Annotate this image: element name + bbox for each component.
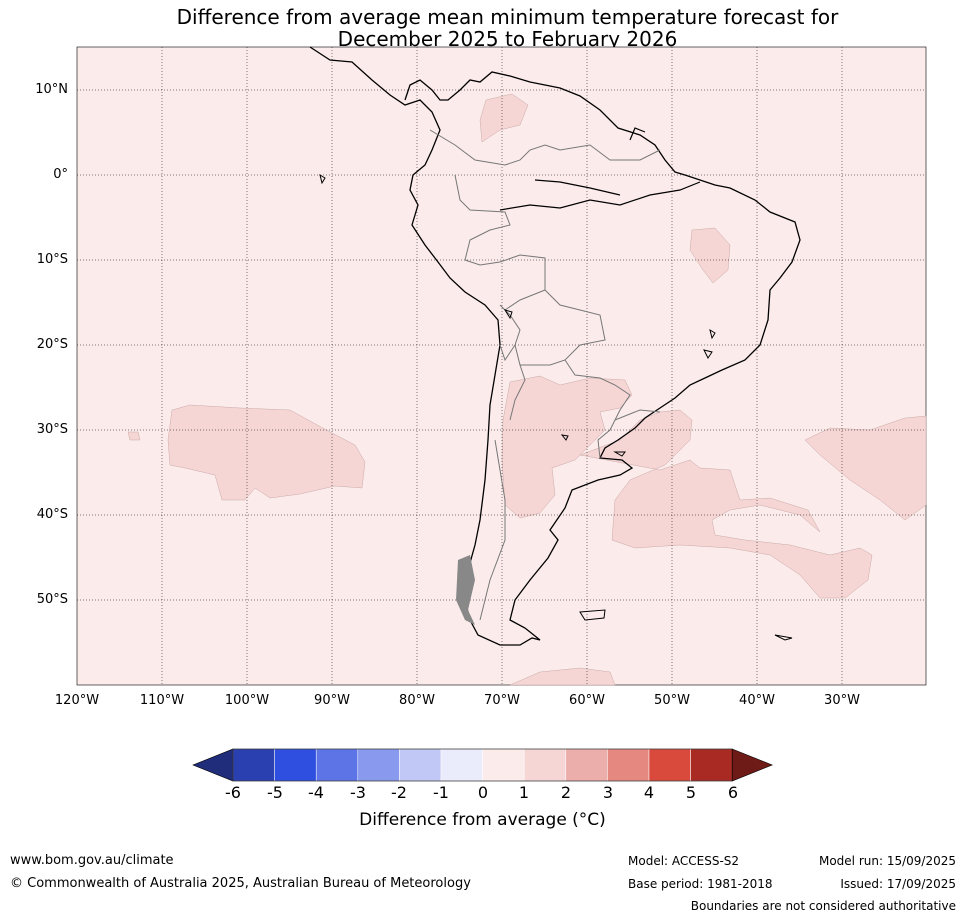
colorbar-tick: 0 — [477, 783, 489, 802]
colorbar-segment — [274, 748, 317, 782]
map-title-line1: Difference from average mean minimum tem… — [176, 5, 839, 29]
colorbar-segment — [690, 748, 733, 782]
lat-label-10s: 10°S — [36, 252, 68, 267]
lat-label-40s: 40°S — [36, 507, 68, 522]
colorbar-extend-low — [192, 748, 234, 782]
footer-model: Model: ACCESS-S2 — [628, 854, 740, 868]
anomaly-region-south-atlantic — [804, 415, 927, 521]
colorbar-segment — [565, 748, 608, 782]
islands-and-lakes — [319, 173, 793, 641]
anomaly-region-venezuela — [479, 93, 529, 143]
colorbar-tick: 1 — [518, 783, 530, 802]
colorbar-segment — [357, 748, 400, 782]
lon-label-110w: 110°W — [139, 693, 185, 708]
colorbar-tick: 6 — [727, 783, 739, 802]
lon-label-40w: 40°W — [739, 693, 775, 708]
colorbar-segment — [232, 748, 275, 782]
colorbar-outline — [232, 748, 733, 782]
lon-label-70w: 70°W — [484, 693, 520, 708]
map-background — [76, 46, 927, 686]
lon-label-50w: 50°W — [654, 693, 690, 708]
south-america-coastline — [309, 46, 801, 646]
colorbar-tick: -4 — [308, 783, 324, 802]
gridlines — [77, 47, 926, 685]
colorbar-segment — [399, 748, 442, 782]
colorbar — [192, 748, 774, 782]
colorbar-tick: -5 — [267, 783, 283, 802]
lat-label-10n: 10°N — [35, 82, 68, 97]
colorbar-tick: 2 — [560, 783, 572, 802]
footer-issued: Issued: 17/09/2025 — [840, 877, 956, 891]
colorbar-segment — [482, 748, 525, 782]
lon-label-120w: 120°W — [54, 693, 100, 708]
lat-label-30s: 30°S — [36, 422, 68, 437]
footer-website: www.bom.gov.au/climate — [10, 853, 174, 868]
country-borders — [429, 129, 661, 621]
footer-model-run: Model run: 15/09/2025 — [818, 854, 956, 868]
lon-label-100w: 100°W — [224, 693, 270, 708]
anomaly-region-south — [509, 667, 616, 686]
map-figure — [76, 46, 927, 686]
lat-label-50s: 50°S — [36, 592, 68, 607]
lon-label-30w: 30°W — [824, 693, 860, 708]
colorbar-tick: -2 — [391, 783, 407, 802]
colorbar-label: Difference from average (°C) — [359, 810, 606, 830]
colorbar-segment — [440, 748, 483, 782]
colorbar-tick: -6 — [225, 783, 241, 802]
anomaly-region-pacific-small — [127, 431, 141, 441]
lon-label-60w: 60°W — [569, 693, 605, 708]
colorbar-segment — [648, 748, 691, 782]
footer-disclaimer: Boundaries are not considered authoritat… — [690, 899, 956, 913]
anomaly-region-atlantic — [579, 409, 873, 599]
lat-label-0: 0° — [53, 167, 68, 182]
colorbar-tick: 4 — [643, 783, 655, 802]
anomaly-regions — [127, 93, 927, 686]
lon-label-80w: 80°W — [399, 693, 435, 708]
map-title-line2: December 2025 to February 2026 — [337, 27, 678, 51]
footer-copyright: © Commonwealth of Australia 2025, Austra… — [10, 876, 471, 891]
colorbar-segment — [523, 748, 567, 782]
colorbar-segment — [607, 748, 650, 782]
colorbar-extend-high — [731, 748, 774, 782]
anomaly-region-pacific — [167, 404, 366, 501]
rivers — [499, 127, 701, 211]
lon-label-90w: 90°W — [314, 693, 350, 708]
patagonia-fjords — [456, 555, 475, 625]
colorbar-segment — [315, 748, 359, 782]
colorbar-tick: 5 — [685, 783, 697, 802]
anomaly-region-brazil — [689, 227, 731, 284]
colorbar-tick: -3 — [350, 783, 366, 802]
colorbar-tick: 3 — [602, 783, 614, 802]
colorbar-tick: -1 — [433, 783, 449, 802]
lat-label-20s: 20°S — [36, 337, 68, 352]
footer-base-period: Base period: 1981-2018 — [628, 877, 773, 891]
